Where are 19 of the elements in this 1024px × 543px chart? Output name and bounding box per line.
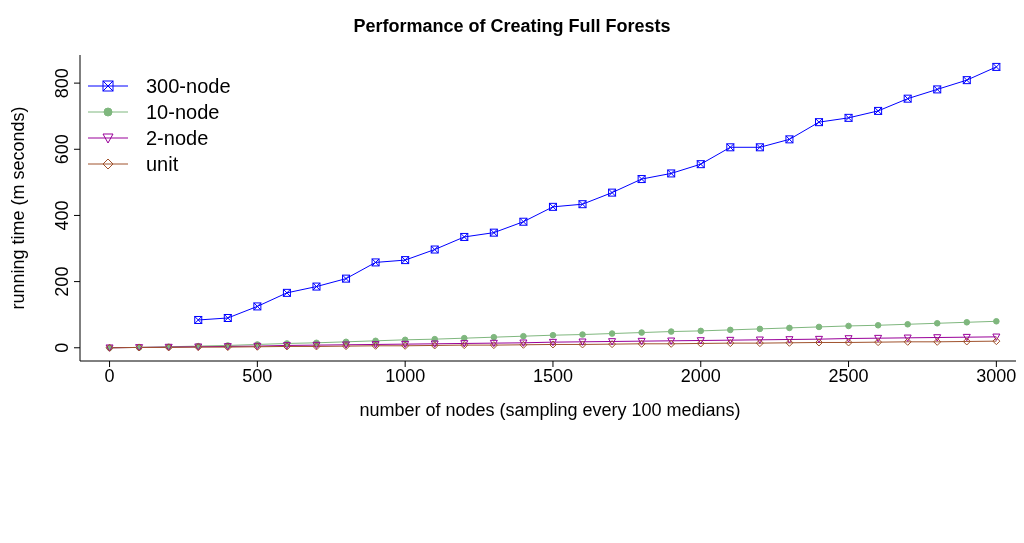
y-tick-label: 0 [52, 342, 72, 353]
x-tick-label: 1000 [385, 365, 426, 386]
x-tick-label: 2500 [828, 365, 869, 386]
y-tick-label: 600 [52, 134, 72, 165]
y-axis-title: running time (m seconds) [8, 106, 29, 310]
x-tick-label: 1500 [532, 365, 573, 386]
legend-label: 300-node [146, 74, 231, 98]
x-tick-label: 500 [242, 365, 273, 386]
legend-label: 2-node [146, 126, 209, 150]
x-axis-title: number of nodes (sampling every 100 medians) [359, 400, 741, 420]
legend-label: 10-node [146, 100, 220, 124]
x-tick-label: 3000 [976, 365, 1017, 386]
legend-label: unit [146, 152, 179, 176]
y-tick-label: 200 [52, 266, 72, 297]
x-tick-label: 2000 [680, 365, 721, 386]
y-tick-label: 400 [52, 200, 72, 231]
y-tick-label: 800 [52, 68, 72, 99]
x-tick-label: 0 [104, 365, 115, 386]
chart-title: Performance of Creating Full Forests [352, 16, 672, 37]
